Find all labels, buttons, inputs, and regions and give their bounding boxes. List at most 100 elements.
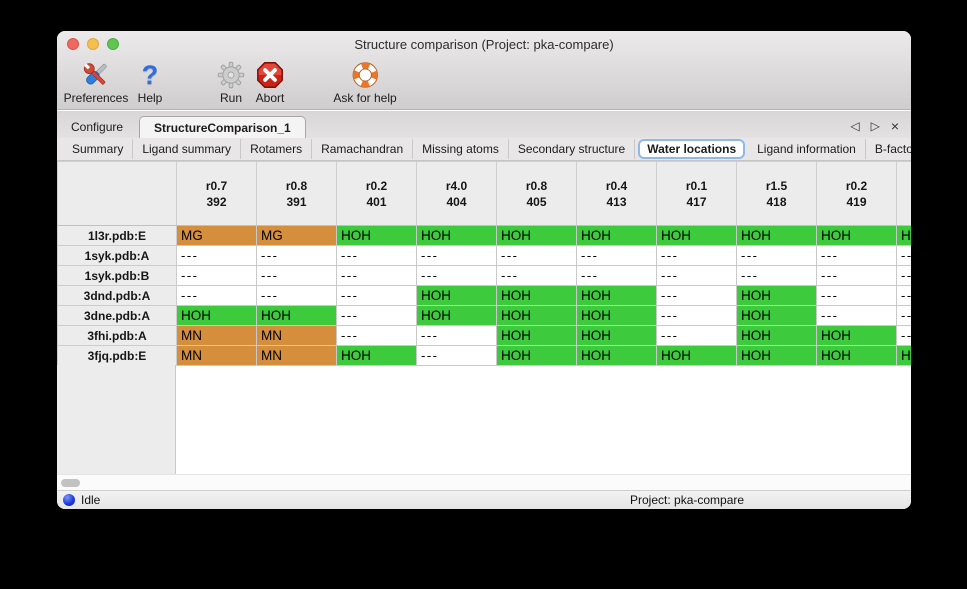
- minimize-window-button[interactable]: [87, 38, 99, 50]
- table-cell[interactable]: ---: [176, 285, 257, 306]
- table-cell[interactable]: ---: [256, 265, 337, 286]
- table-cell[interactable]: ---: [816, 265, 897, 286]
- table-cell[interactable]: ---: [656, 325, 737, 346]
- table-cell[interactable]: ---: [416, 345, 497, 366]
- subtab-ramachandran[interactable]: Ramachandran: [312, 139, 414, 159]
- table-cell[interactable]: HOH: [176, 305, 257, 326]
- table-cell[interactable]: HOH: [256, 305, 337, 326]
- table-cell[interactable]: HOH: [816, 225, 897, 246]
- table-cell[interactable]: MN: [176, 325, 257, 346]
- table-cell[interactable]: HOH: [496, 345, 577, 366]
- table-cell[interactable]: HOH: [736, 325, 817, 346]
- table-cell[interactable]: ---: [896, 305, 911, 326]
- table-cell[interactable]: HOH: [656, 225, 737, 246]
- table-cell[interactable]: HOH: [416, 285, 497, 306]
- horizontal-scrollbar[interactable]: [57, 474, 911, 490]
- table-cell[interactable]: HOH: [736, 285, 817, 306]
- table-cell[interactable]: ---: [576, 245, 657, 266]
- table-cell[interactable]: MN: [256, 325, 337, 346]
- table-cell[interactable]: ---: [336, 305, 417, 326]
- table-cell[interactable]: HOH: [576, 325, 657, 346]
- table-cell[interactable]: ---: [896, 325, 911, 346]
- table-cell[interactable]: ---: [336, 265, 417, 286]
- zoom-window-button[interactable]: [107, 38, 119, 50]
- subtab-ligand-information[interactable]: Ligand information: [748, 139, 866, 159]
- table-cell[interactable]: ---: [656, 305, 737, 326]
- table-cell[interactable]: ---: [816, 285, 897, 306]
- tab-structure-comparison-1[interactable]: StructureComparison_1: [139, 116, 306, 138]
- table-cell[interactable]: ---: [896, 265, 911, 286]
- table-cell[interactable]: HOH: [896, 345, 911, 366]
- table-cell[interactable]: HOH: [336, 345, 417, 366]
- preferences-button[interactable]: Preferences: [64, 59, 128, 105]
- table-cell[interactable]: HOH: [576, 345, 657, 366]
- table-cell[interactable]: HOH: [736, 305, 817, 326]
- table-cell[interactable]: ---: [816, 305, 897, 326]
- table-cell[interactable]: HOH: [416, 225, 497, 246]
- table-cell[interactable]: ---: [416, 265, 497, 286]
- table-cell[interactable]: HOH: [496, 305, 577, 326]
- table-cell[interactable]: HOH: [816, 325, 897, 346]
- table-cell[interactable]: MG: [176, 225, 257, 246]
- table-cell[interactable]: HOH: [736, 225, 817, 246]
- table-cell[interactable]: ---: [496, 245, 577, 266]
- table-cell[interactable]: MG: [256, 225, 337, 246]
- status-bar: Idle Project: pka-compare: [57, 490, 911, 509]
- window-header: Structure comparison (Project: pka-compa…: [57, 31, 911, 110]
- close-window-button[interactable]: [67, 38, 79, 50]
- table-cell[interactable]: ---: [336, 285, 417, 306]
- table-cell[interactable]: ---: [336, 325, 417, 346]
- table-cell[interactable]: ---: [176, 265, 257, 286]
- table-cell[interactable]: ---: [176, 245, 257, 266]
- question-mark-icon: ?: [141, 60, 159, 90]
- table-cell[interactable]: HOH: [656, 345, 737, 366]
- subtab-water-locations[interactable]: Water locations: [638, 139, 746, 159]
- table-cell[interactable]: HOH: [496, 225, 577, 246]
- table-cell[interactable]: ---: [816, 245, 897, 266]
- table-cell[interactable]: ---: [736, 245, 817, 266]
- table-cell[interactable]: ---: [896, 285, 911, 306]
- gear-icon: [211, 59, 251, 91]
- table-cell[interactable]: ---: [256, 245, 337, 266]
- ask-for-help-button[interactable]: Ask for help: [333, 59, 397, 105]
- table-cell[interactable]: ---: [656, 285, 737, 306]
- run-button[interactable]: Run: [211, 59, 251, 105]
- table-cell[interactable]: HOH: [576, 225, 657, 246]
- table-cell[interactable]: MN: [176, 345, 257, 366]
- table-cell[interactable]: HOH: [576, 305, 657, 326]
- subtab-ligand-summary[interactable]: Ligand summary: [133, 139, 242, 159]
- table-cell[interactable]: ---: [896, 245, 911, 266]
- subtab-b-factors[interactable]: B-factors: [866, 139, 911, 159]
- subtab-summary[interactable]: Summary: [63, 139, 134, 159]
- table-cell[interactable]: HOH: [496, 325, 577, 346]
- table-cell[interactable]: HOH: [336, 225, 417, 246]
- subtab-secondary-structure[interactable]: Secondary structure: [509, 139, 636, 159]
- prev-pane-button[interactable]: ◁: [850, 119, 860, 133]
- table-cell[interactable]: ---: [336, 245, 417, 266]
- table-cell[interactable]: ---: [256, 285, 337, 306]
- next-pane-button[interactable]: ▷: [870, 119, 880, 133]
- tab-configure[interactable]: Configure: [71, 120, 124, 134]
- table-cell[interactable]: HOH: [736, 345, 817, 366]
- table-cell[interactable]: HOH: [416, 305, 497, 326]
- horizontal-scrollbar-thumb[interactable]: [61, 479, 80, 487]
- subtab-rotamers[interactable]: Rotamers: [241, 139, 313, 159]
- table-cell[interactable]: HOH: [576, 285, 657, 306]
- table-cell[interactable]: MN: [256, 345, 337, 366]
- abort-button[interactable]: Abort: [250, 59, 290, 105]
- row-label: 1l3r.pdb:E: [57, 225, 177, 246]
- table-cell[interactable]: ---: [496, 265, 577, 286]
- table-cell[interactable]: ---: [656, 265, 737, 286]
- subtab-missing-atoms[interactable]: Missing atoms: [413, 139, 509, 159]
- table-cell[interactable]: HOH: [496, 285, 577, 306]
- table-cell[interactable]: ---: [416, 325, 497, 346]
- table-cell[interactable]: ---: [576, 265, 657, 286]
- close-pane-button[interactable]: ×: [890, 118, 899, 134]
- table-cell[interactable]: HOH: [896, 225, 911, 246]
- table-cell[interactable]: ---: [736, 265, 817, 286]
- table-cell[interactable]: HOH: [816, 345, 897, 366]
- help-button[interactable]: ? Help: [130, 59, 170, 105]
- table-cell[interactable]: ---: [416, 245, 497, 266]
- table-cell[interactable]: ---: [656, 245, 737, 266]
